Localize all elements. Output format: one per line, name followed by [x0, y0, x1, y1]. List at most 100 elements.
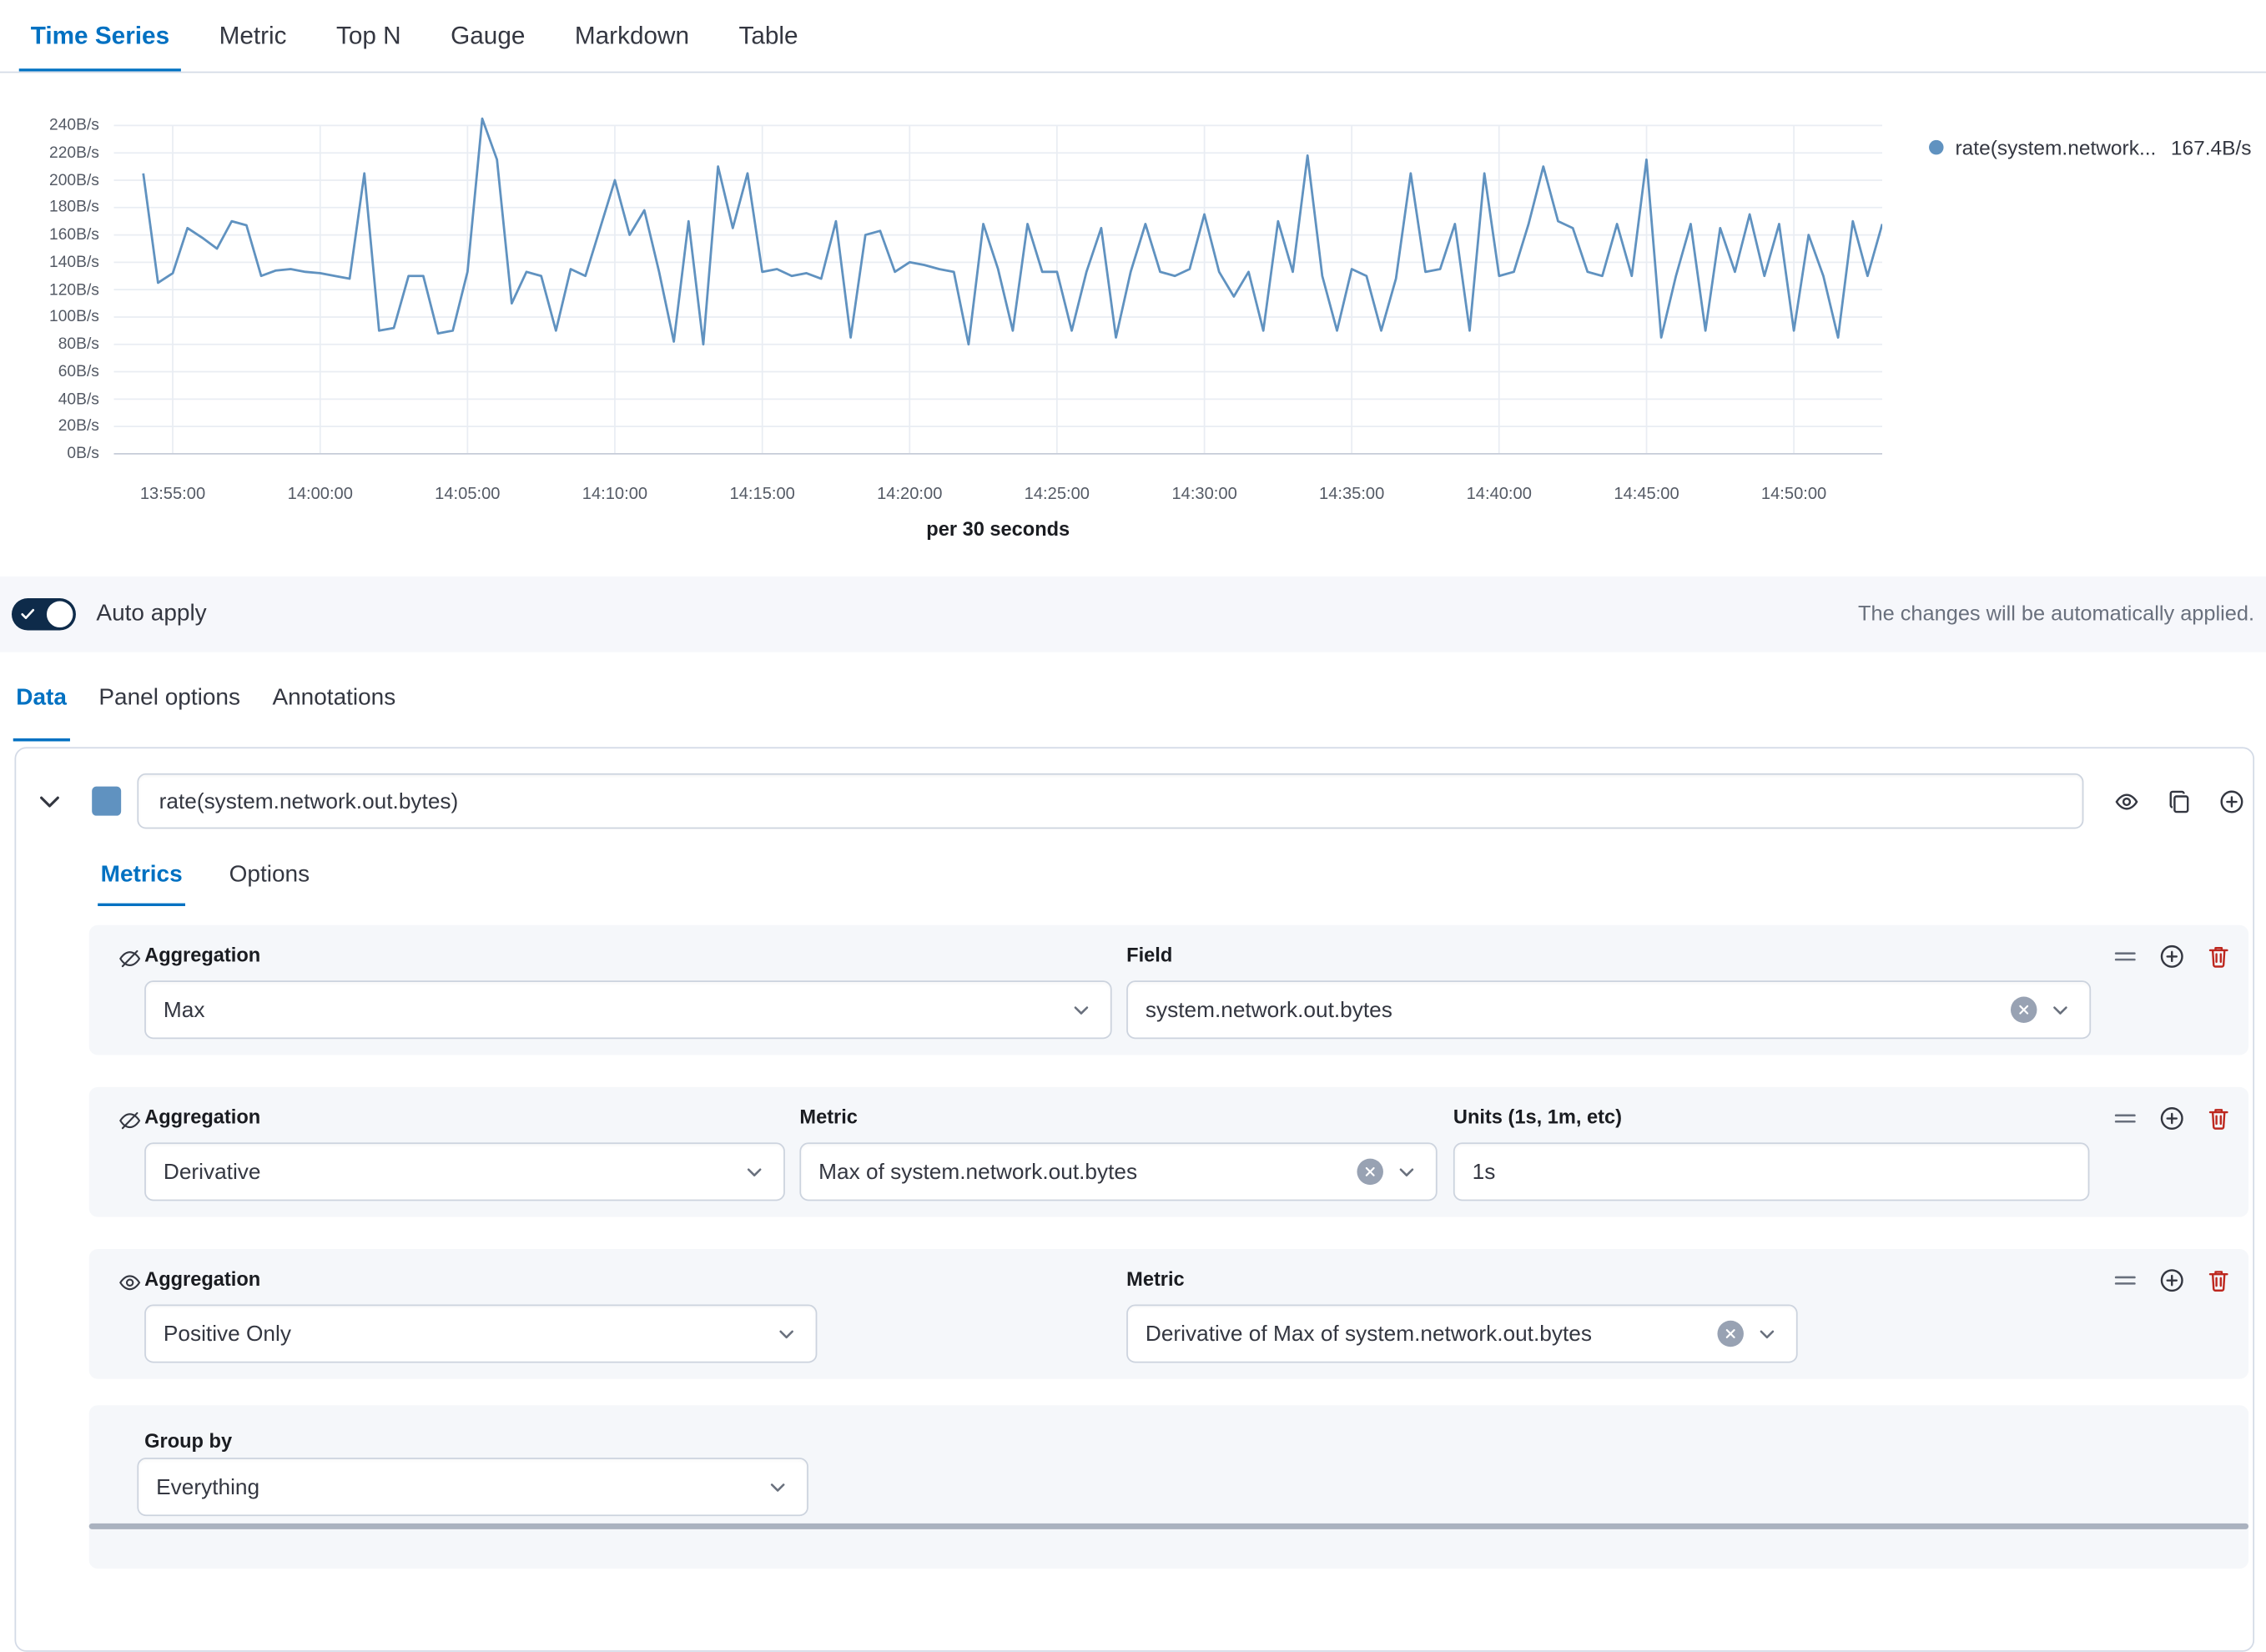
tab-top-n[interactable]: Top N — [325, 0, 413, 72]
add-metric-icon[interactable] — [2159, 1106, 2184, 1131]
drag-handle-icon[interactable] — [2112, 1106, 2138, 1131]
chevron-down-icon — [766, 1475, 789, 1498]
group-by-panel: Group by Everything — [89, 1405, 2248, 1569]
x-axis-tick-label: 14:10:00 — [582, 486, 647, 503]
line-chart — [113, 117, 1882, 467]
aggregation-select-value: Derivative — [164, 1160, 731, 1185]
y-axis-tick-label: 60B/s — [58, 363, 99, 380]
chevron-down-icon — [743, 1160, 766, 1183]
series-editor-tabs: Metrics Options — [98, 854, 312, 906]
add-series-icon[interactable] — [2219, 789, 2244, 814]
add-metric-icon[interactable] — [2159, 944, 2184, 970]
tab-metric[interactable]: Metric — [208, 0, 299, 72]
y-axis-tick-label: 180B/s — [49, 199, 99, 216]
y-axis-tick-label: 40B/s — [58, 390, 99, 408]
auto-apply-toggle[interactable] — [12, 598, 76, 630]
legend-series-dot — [1929, 140, 1943, 154]
tab-time-series[interactable]: Time Series — [19, 0, 181, 72]
auto-apply-hint: The changes will be automatically applie… — [1858, 602, 2254, 626]
tab-gauge[interactable]: Gauge — [439, 0, 536, 72]
x-axis-tick-label: 14:00:00 — [288, 486, 353, 503]
add-metric-icon[interactable] — [2159, 1268, 2184, 1293]
series-panel: Metrics Options Aggregation Max Field sy… — [14, 747, 2254, 1651]
x-axis-tick-label: 14:30:00 — [1171, 486, 1236, 503]
chevron-down-icon — [1755, 1322, 1779, 1346]
metric-combobox-value: Max of system.network.out.bytes — [818, 1160, 1345, 1185]
eye-closed-icon — [118, 947, 142, 970]
y-axis-tick-label: 80B/s — [58, 335, 99, 353]
y-axis-tick-label: 220B/s — [49, 144, 99, 162]
metric-row-derivative: Aggregation Derivative Metric Max of sys… — [89, 1087, 2248, 1217]
tab-metrics[interactable]: Metrics — [98, 854, 185, 906]
y-axis-tick-label: 200B/s — [49, 171, 99, 189]
copy-icon[interactable] — [2167, 789, 2192, 814]
delete-metric-icon[interactable] — [2206, 944, 2231, 970]
clear-selection-icon[interactable] — [1717, 1321, 1743, 1347]
metric-combobox[interactable]: Derivative of Max of system.network.out.… — [1126, 1305, 1797, 1363]
metric-label: Metric — [799, 1106, 1437, 1128]
drag-handle-icon[interactable] — [2112, 944, 2138, 970]
auto-apply-bar: Auto apply The changes will be automatic… — [0, 577, 2266, 652]
tab-panel-options[interactable]: Panel options — [96, 657, 244, 741]
eye-icon[interactable] — [2114, 789, 2139, 814]
units-input[interactable] — [1453, 1142, 2090, 1201]
field-combobox[interactable]: system.network.out.bytes — [1126, 980, 2091, 1039]
x-axis-tick-label: 14:35:00 — [1319, 486, 1384, 503]
row-controls — [2112, 1268, 2231, 1293]
visualization-type-tabs: Time Series Metric Top N Gauge Markdown … — [0, 0, 2266, 73]
y-axis-tick-label: 100B/s — [49, 308, 99, 325]
aggregation-label: Aggregation — [144, 944, 1112, 966]
x-axis-tick-label: 14:40:00 — [1467, 486, 1532, 503]
chevron-down-icon — [1395, 1160, 1418, 1183]
x-axis-tick-label: 14:25:00 — [1025, 486, 1090, 503]
aggregation-field: Aggregation Positive Only — [144, 1268, 817, 1363]
chevron-down-icon — [1070, 998, 1093, 1021]
tab-data[interactable]: Data — [13, 657, 70, 741]
drag-handle-icon[interactable] — [2112, 1268, 2138, 1293]
tab-options[interactable]: Options — [226, 854, 312, 906]
aggregation-select[interactable]: Derivative — [144, 1142, 785, 1201]
tab-table[interactable]: Table — [727, 0, 809, 72]
delete-metric-icon[interactable] — [2206, 1268, 2231, 1293]
aggregation-label: Aggregation — [144, 1106, 785, 1128]
group-by-select-value: Everything — [156, 1474, 754, 1499]
tab-annotations[interactable]: Annotations — [269, 657, 399, 741]
chevron-down-icon[interactable] — [37, 788, 63, 813]
units-label: Units (1s, 1m, etc) — [1453, 1106, 2090, 1128]
chart-legend[interactable]: rate(system.network... 167.4B/s — [1929, 136, 2251, 159]
field-field: Field system.network.out.bytes — [1126, 944, 2091, 1040]
x-axis-caption: per 30 seconds — [113, 518, 1882, 540]
metric-combobox[interactable]: Max of system.network.out.bytes — [799, 1142, 1437, 1201]
aggregation-select[interactable]: Positive Only — [144, 1305, 817, 1363]
aggregation-select-value: Positive Only — [164, 1322, 763, 1347]
tsvb-editor: Time Series Metric Top N Gauge Markdown … — [0, 0, 2266, 1528]
delete-metric-icon[interactable] — [2206, 1106, 2231, 1131]
x-axis-tick-label: 14:20:00 — [877, 486, 942, 503]
tab-markdown[interactable]: Markdown — [563, 0, 701, 72]
y-axis-tick-label: 0B/s — [67, 445, 99, 462]
chevron-down-icon — [775, 1322, 798, 1346]
metric-field: Metric Derivative of Max of system.netwo… — [1126, 1268, 1797, 1363]
y-axis-tick-label: 120B/s — [49, 281, 99, 299]
legend-series-value: 167.4B/s — [2171, 136, 2252, 159]
units-field: Units (1s, 1m, etc) — [1453, 1106, 2090, 1201]
field-combobox-value: system.network.out.bytes — [1146, 997, 1999, 1022]
legend-series-label: rate(system.network... — [1956, 136, 2157, 159]
clear-selection-icon[interactable] — [1357, 1159, 1382, 1185]
editor-tabs: Data Panel options Annotations — [0, 652, 2266, 746]
series-label-input[interactable] — [137, 773, 2083, 829]
x-axis-tick-label: 14:50:00 — [1761, 486, 1826, 503]
toggle-thumb — [47, 602, 73, 627]
field-label: Field — [1126, 944, 2091, 966]
aggregation-select[interactable]: Max — [144, 980, 1112, 1039]
group-by-label: Group by — [144, 1430, 232, 1452]
series-color-swatch[interactable] — [92, 787, 121, 816]
auto-apply-label: Auto apply — [96, 602, 206, 627]
group-by-select[interactable]: Everything — [137, 1458, 808, 1516]
y-axis-labels: 240B/s220B/s200B/s180B/s160B/s140B/s120B… — [0, 73, 102, 576]
eye-closed-icon — [118, 1109, 142, 1132]
clear-selection-icon[interactable] — [2011, 996, 2037, 1022]
metric-label: Metric — [1126, 1268, 1797, 1290]
x-axis-tick-label: 14:45:00 — [1614, 486, 1679, 503]
next-section-edge — [89, 1524, 2248, 1529]
